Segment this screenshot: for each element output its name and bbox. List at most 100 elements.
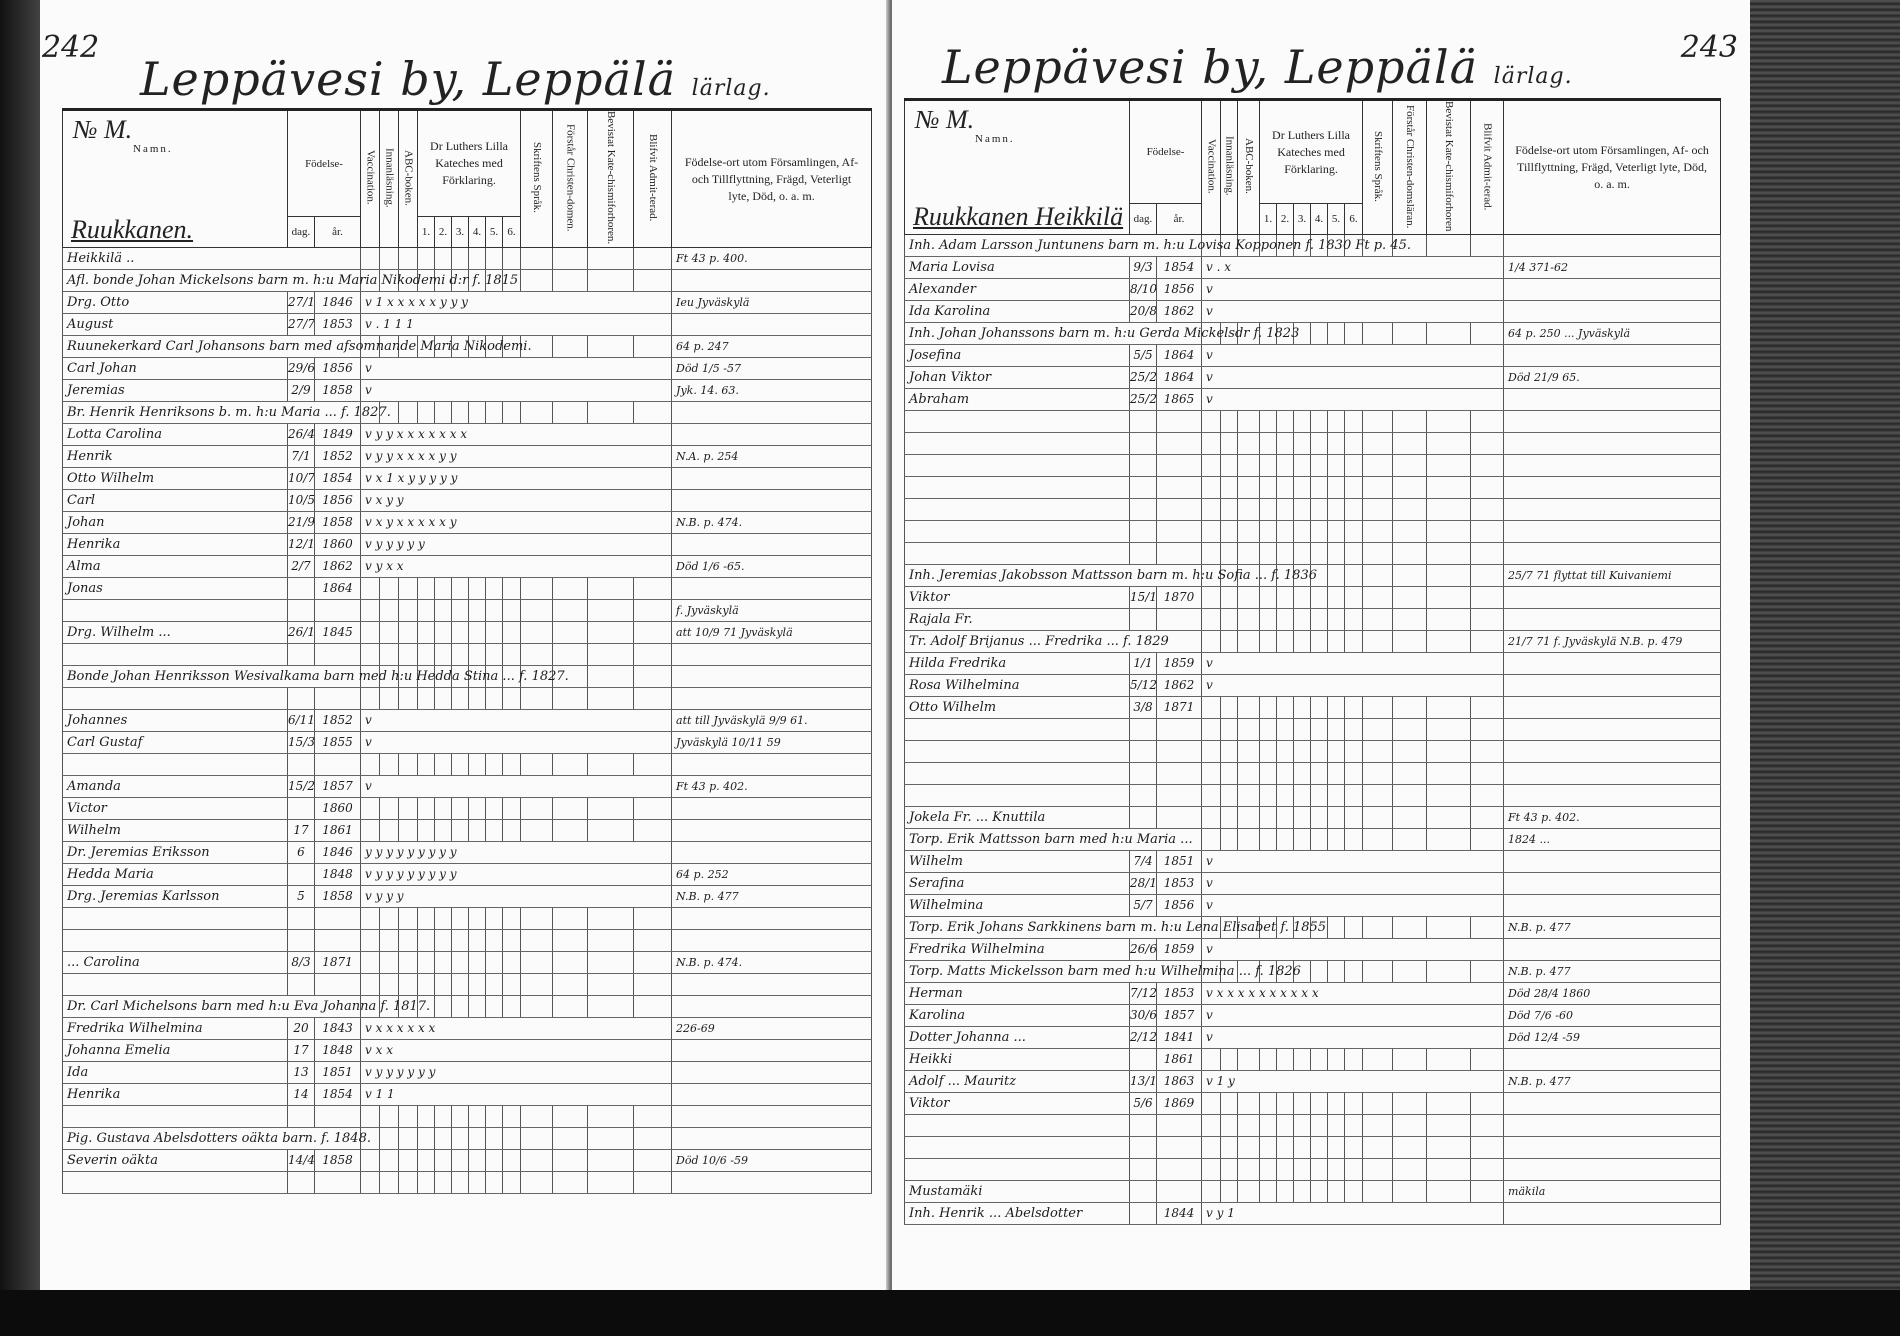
register-row: Viktor 15/1 1870 <box>904 586 1722 610</box>
person-name <box>904 454 1130 478</box>
exam-cell <box>502 1149 522 1173</box>
exam-cell <box>1362 1180 1394 1204</box>
remarks-note: Ft 43 p. 402. <box>1503 806 1722 830</box>
person-name: Lotta Carolina <box>62 423 288 447</box>
person-name <box>904 520 1130 544</box>
birth-day: 2/7 <box>287 555 315 579</box>
remarks-note <box>671 269 873 293</box>
person-name <box>62 929 288 953</box>
remarks-note <box>671 841 873 865</box>
person-name <box>62 599 288 623</box>
exam-cell <box>468 797 487 821</box>
birth-year: 1865 <box>1155 388 1203 412</box>
exam-cell <box>379 753 400 777</box>
person-name: Henrika <box>62 1083 288 1107</box>
exam-cell <box>1470 1114 1505 1138</box>
exam-cell <box>520 621 554 645</box>
exam-cell <box>1426 806 1472 830</box>
birth-day <box>1129 542 1157 566</box>
exam-cell <box>379 687 400 711</box>
examination-marks: v y x x <box>365 559 404 574</box>
remarks-note <box>671 929 873 953</box>
exam-cell <box>1344 410 1364 434</box>
remarks-note <box>1503 850 1722 874</box>
examination-marks: v y y y <box>365 889 404 904</box>
register-row <box>904 762 1722 786</box>
exam-cell <box>552 973 589 997</box>
exam-cell <box>1327 1180 1346 1204</box>
exam-cell <box>434 643 453 667</box>
year-column-header: år. <box>1155 203 1203 236</box>
remarks-note <box>671 401 873 425</box>
exam-cell <box>1470 696 1505 720</box>
exam-cell <box>434 819 453 843</box>
luther-part-header: 6. <box>1344 203 1364 236</box>
register-row <box>904 1136 1722 1160</box>
birth-year: 1862 <box>313 555 362 579</box>
exam-cell <box>398 973 419 997</box>
birth-day: 7/12 <box>1129 982 1157 1006</box>
register-row: Jeremias 2/9 1858 v Jyk. 14. 63. <box>62 379 873 403</box>
exam-cell <box>1470 410 1505 434</box>
exam-cell <box>1426 586 1472 610</box>
remarks-note <box>671 313 873 337</box>
birth-year: 1870 <box>1155 586 1203 610</box>
exam-cell <box>1276 806 1295 830</box>
person-name <box>62 907 288 931</box>
birth-year <box>1155 784 1203 808</box>
exam-cell <box>451 687 470 711</box>
exam-cell <box>1470 960 1505 984</box>
exam-cell <box>417 621 436 645</box>
remarks-note: Död 12/4 -59 <box>1503 1026 1722 1050</box>
birth-day: 14/4 <box>287 1149 315 1173</box>
birth-day: 20 <box>287 1017 315 1041</box>
exam-cell <box>1259 410 1278 434</box>
exam-cell <box>1310 630 1329 654</box>
exam-cell <box>1310 608 1329 632</box>
exam-cell <box>1220 432 1239 456</box>
exam-cell <box>1293 1158 1312 1182</box>
exam-cell <box>1327 520 1346 544</box>
examination-marks: v y y y y y <box>365 537 425 552</box>
exam-cell <box>485 687 504 711</box>
exam-cell <box>587 1127 635 1151</box>
exam-cell <box>1201 762 1222 786</box>
birth-year: 1861 <box>313 819 362 843</box>
remarks-note <box>1503 1202 1722 1226</box>
exam-cell <box>520 269 554 293</box>
remarks-note: N.B. p. 474. <box>671 511 873 535</box>
person-name: Maria Lovisa <box>904 256 1130 280</box>
register-row <box>62 929 873 953</box>
person-name <box>904 1114 1130 1138</box>
register-row: Dotter Johanna ... 2/12 1841 v Död 12/4 -59 <box>904 1026 1722 1050</box>
exam-cell <box>587 247 635 271</box>
birth-year <box>1155 718 1203 742</box>
exam-cell <box>1310 586 1329 610</box>
exam-cell <box>1259 1180 1278 1204</box>
exam-cell <box>1362 498 1394 522</box>
exam-cell <box>1392 564 1428 588</box>
exam-cell <box>398 577 419 601</box>
birth-year: 1846 <box>313 291 362 315</box>
exam-cell <box>1426 1114 1472 1138</box>
birth-year: 1864 <box>1155 344 1203 368</box>
exam-cell <box>1220 762 1239 786</box>
remarks-note <box>671 1105 873 1129</box>
birth-day: 29/6 <box>287 357 315 381</box>
register-row: Alexander 8/10 1856 v <box>904 278 1722 302</box>
register-row: Severin oäkta 14/4 1858 Död 10/6 -59 <box>62 1149 873 1173</box>
exam-cell <box>633 819 673 843</box>
birth-day: 8/3 <box>287 951 315 975</box>
birth-year <box>1155 806 1203 830</box>
name-column-header: № M. Namn. Ruukkanen Heikkilä <box>904 98 1130 236</box>
birth-year: 1852 <box>313 709 362 733</box>
exam-cell <box>1344 1136 1364 1160</box>
birth-year: 1854 <box>313 467 362 491</box>
person-name <box>904 1136 1130 1160</box>
exam-cell <box>434 907 453 931</box>
exam-cell <box>1259 1092 1278 1116</box>
number-label: № M. <box>915 105 975 134</box>
exam-cell <box>1362 520 1394 544</box>
register-row <box>904 520 1722 544</box>
exam-cell <box>1426 630 1472 654</box>
